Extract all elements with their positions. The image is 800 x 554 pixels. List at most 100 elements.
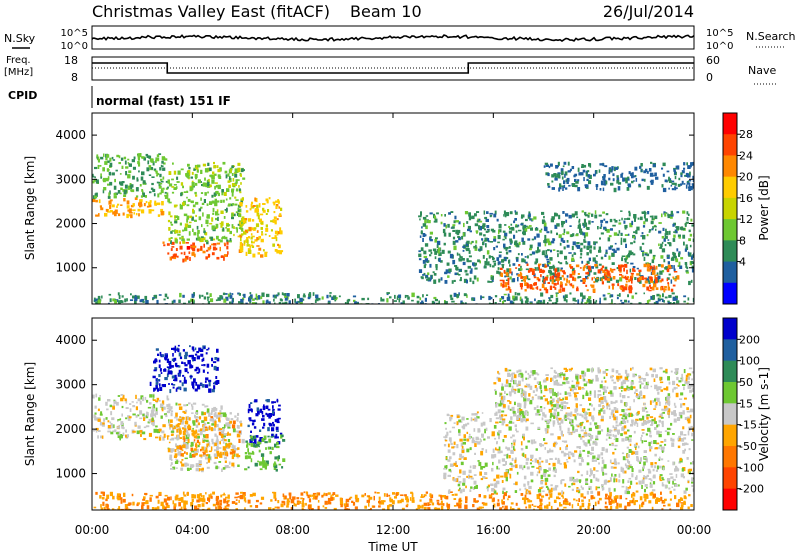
heatmap-cell [466,240,470,244]
heatmap-cell [503,214,505,217]
heatmap-cell [548,489,551,493]
heatmap-cell [451,226,455,229]
heatmap-cell [494,482,497,485]
heatmap-cell [620,433,623,437]
heatmap-cell [257,441,261,446]
heatmap-cell [535,258,539,263]
heatmap-cell [104,212,108,217]
heatmap-cell [571,245,574,251]
heatmap-cell [687,430,690,436]
heatmap-cell [675,276,678,280]
heatmap-cell [286,503,289,507]
heatmap-cell [236,453,239,457]
heatmap-cell [425,491,428,494]
heatmap-cell [661,450,664,453]
heatmap-cell [664,286,667,289]
heatmap-cell [618,230,621,234]
heatmap-cell [635,177,638,182]
heatmap-cell [621,285,624,288]
heatmap-cell [423,506,427,510]
heatmap-cell [522,225,526,229]
heatmap-cell [112,495,115,500]
heatmap-cell [220,412,223,415]
heatmap-cell [539,487,543,489]
heatmap-cell [595,486,598,491]
heatmap-cell [164,494,168,497]
heatmap-cell [624,463,627,467]
heatmap-cell [571,483,573,486]
heatmap-cell [158,436,162,441]
heatmap-cell [162,384,166,388]
heatmap-cell [604,472,608,476]
heatmap-cell [194,182,198,186]
heatmap-cell [247,424,250,428]
heatmap-cell [613,187,617,193]
heatmap-cell [609,497,612,500]
heatmap-cell [525,426,529,431]
heatmap-cell [269,423,272,426]
heatmap-cell [613,268,616,271]
heatmap-cell [652,256,656,260]
heatmap-cell [107,420,110,423]
heatmap-cell [199,454,203,457]
heatmap-cell [483,234,486,237]
heatmap-cell [205,447,208,452]
heatmap-cell [440,494,442,498]
heatmap-cell [628,210,631,213]
heatmap-cell [563,440,568,443]
heatmap-cell [547,261,551,265]
heatmap-cell [460,461,464,466]
heatmap-cell [611,500,615,504]
heatmap-cell [142,397,145,402]
heatmap-cell [554,457,557,460]
heatmap-cell [515,225,519,228]
heatmap-cell [536,277,539,281]
heatmap-cell [240,250,244,253]
heatmap-cell [244,468,248,471]
heatmap-cell [160,211,164,216]
heatmap-cell [432,271,435,274]
heatmap-cell [210,495,213,499]
heatmap-cell [163,244,166,247]
heatmap-cell [228,461,231,465]
heatmap-cell [174,426,176,430]
heatmap-cell [224,209,228,211]
heatmap-cell [286,498,290,503]
heatmap-cell [132,166,136,170]
heatmap-cell [222,292,226,296]
heatmap-cell [524,296,528,299]
heatmap-cell [510,506,512,510]
heatmap-cell [340,504,343,508]
heatmap-cell [212,243,217,246]
heatmap-cell [170,464,172,467]
heatmap-cell [250,437,254,441]
heatmap-cell [606,229,610,233]
heatmap-cell [661,420,664,425]
heatmap-cell [418,253,422,258]
heatmap-cell [274,443,277,448]
heatmap-cell [175,443,177,448]
heatmap-cell [652,163,656,168]
heatmap-cell [168,419,170,424]
heatmap-cell [621,485,625,488]
heatmap-cell [194,505,198,510]
heatmap-cell [424,297,427,302]
heatmap-cell [564,173,566,178]
heatmap-cell [598,246,601,251]
heatmap-cell [178,426,181,429]
heatmap-cell [595,184,599,188]
heatmap-cell [664,212,667,217]
heatmap-cell [674,170,676,175]
heatmap-cell [609,218,613,223]
heatmap-cell [251,245,255,248]
heatmap-cell [124,160,127,165]
heatmap-cell [345,501,348,505]
heatmap-cell [647,420,652,423]
heatmap-cell [509,211,513,215]
heatmap-cell [333,507,337,510]
heatmap-cell [664,484,667,489]
heatmap-cell [643,214,646,219]
heatmap-cell [550,505,553,510]
heatmap-cell [481,435,484,438]
heatmap-cell [566,181,569,184]
